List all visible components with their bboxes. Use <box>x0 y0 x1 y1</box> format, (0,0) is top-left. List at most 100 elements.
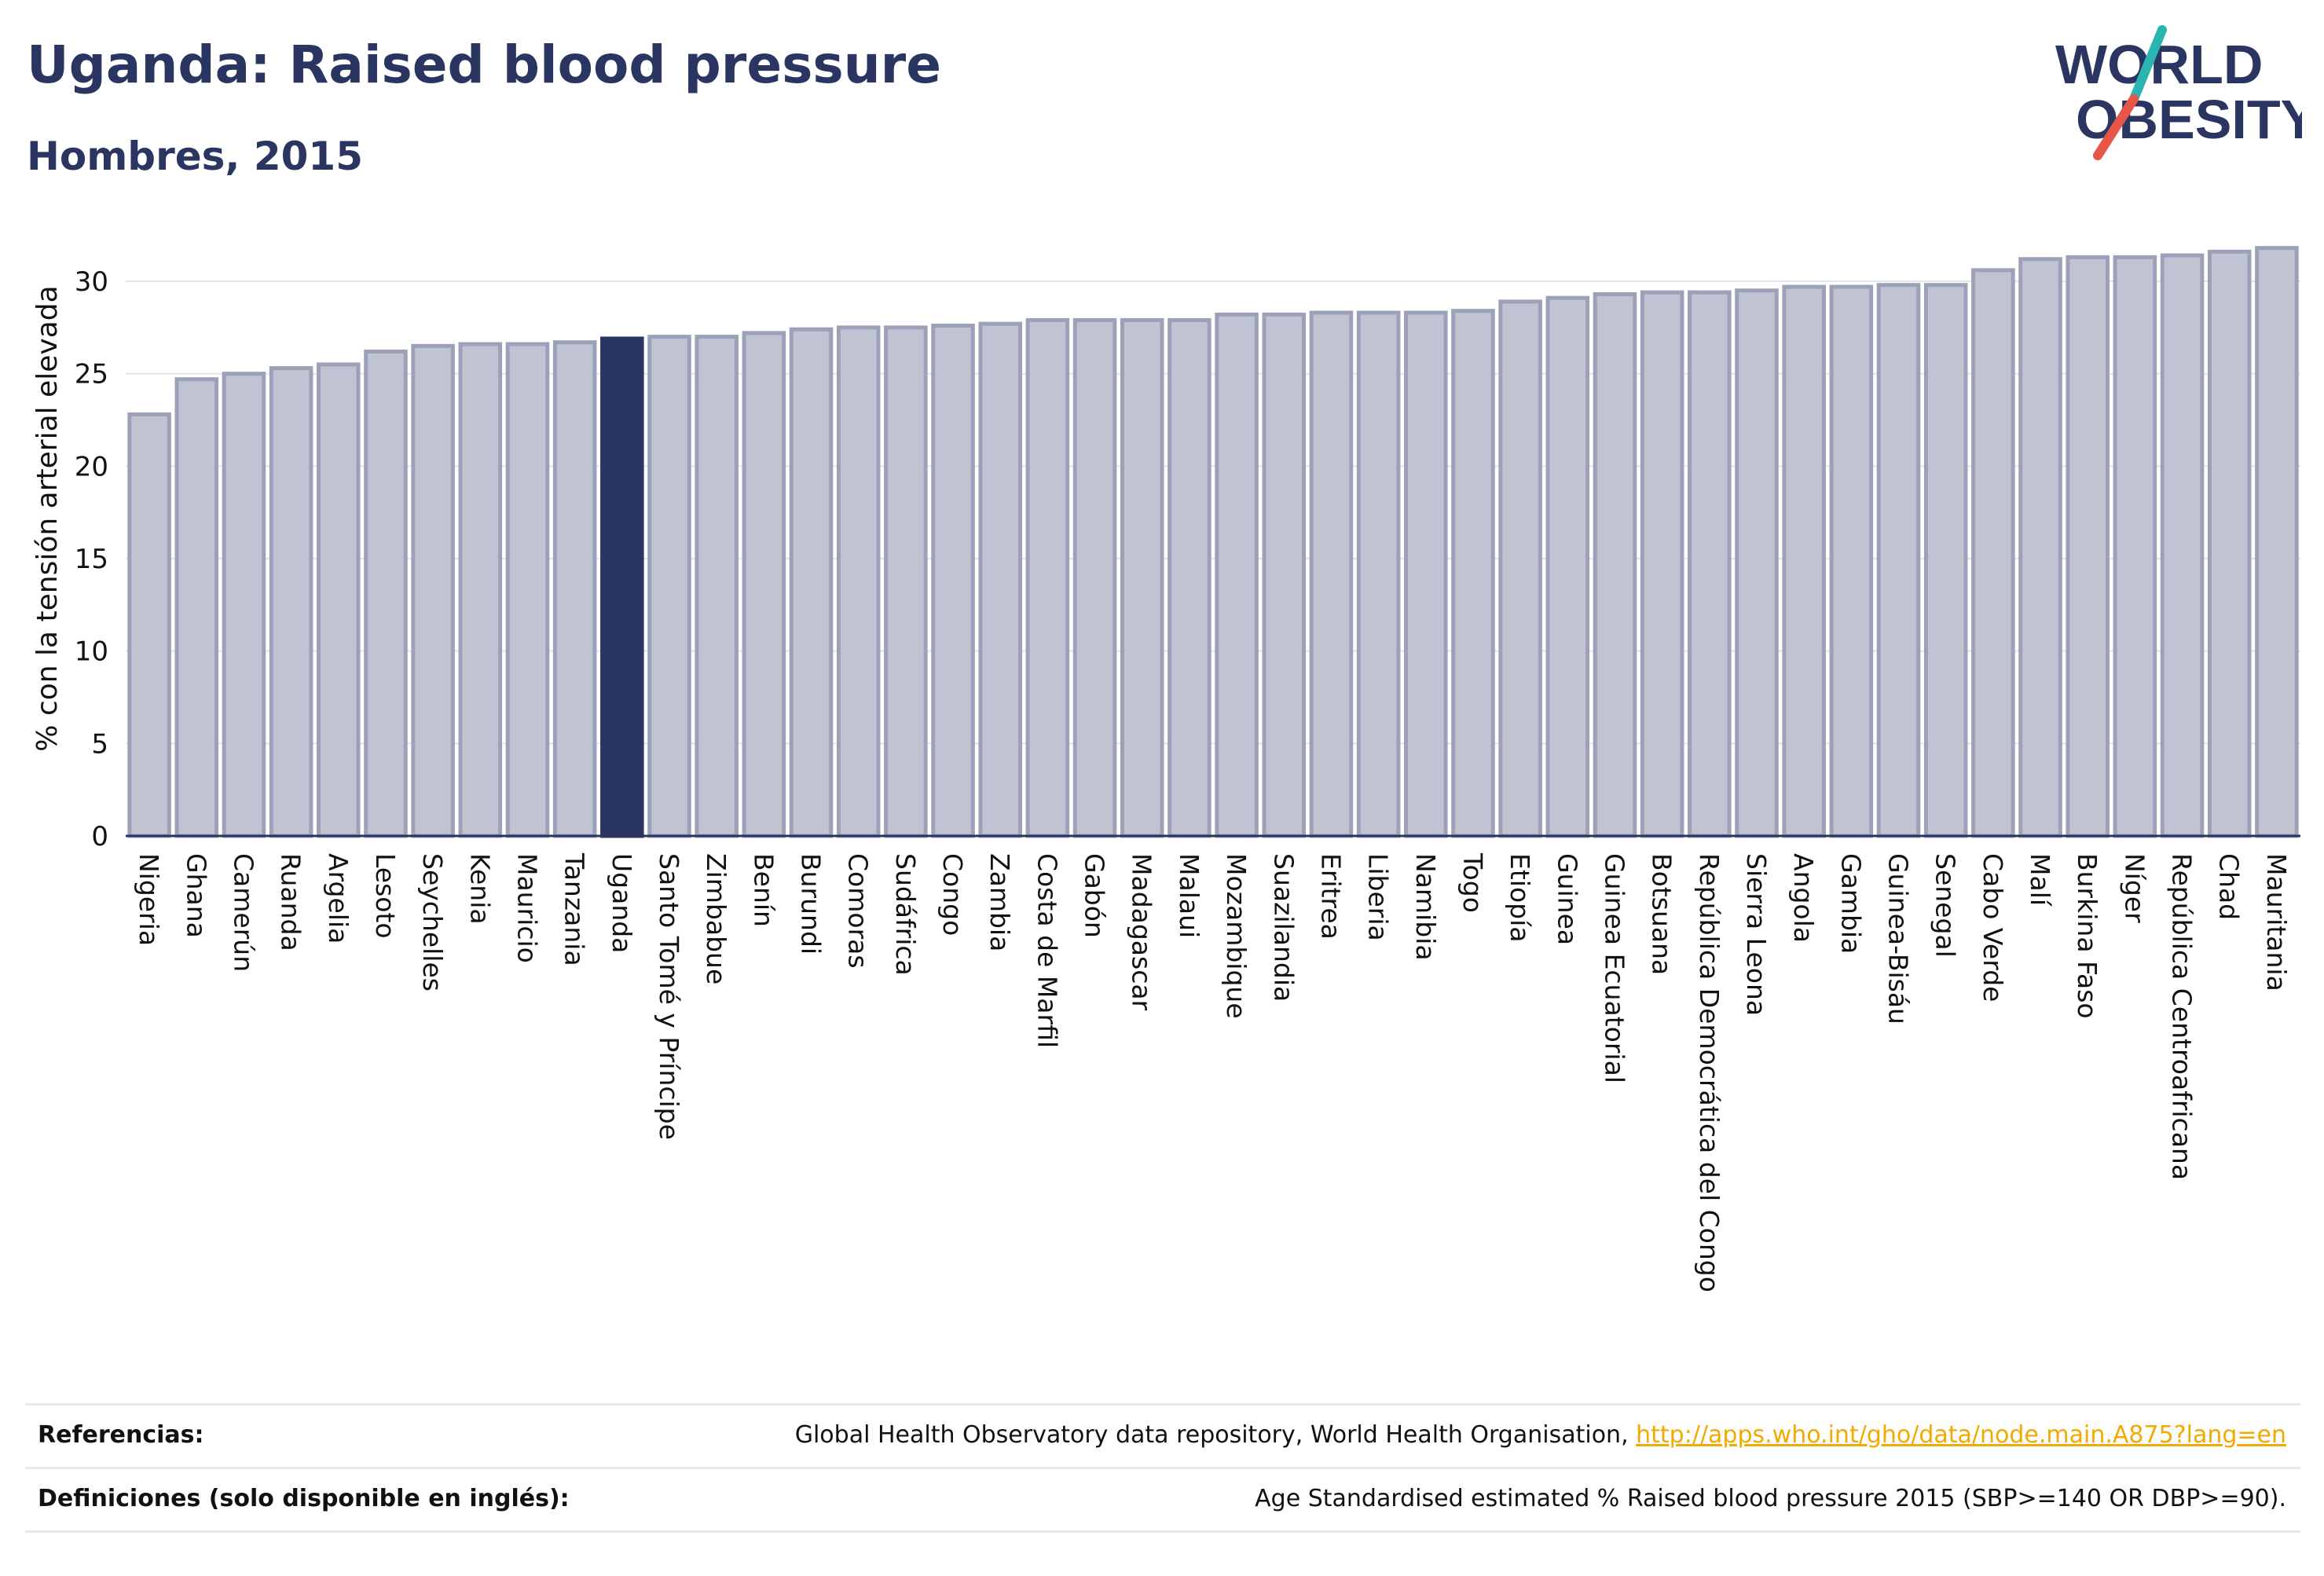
bar-35 <box>1782 284 1826 838</box>
x-tick-label: Senegal <box>1930 853 1961 958</box>
chart-subtitle: Hombres, 2015 <box>27 134 363 179</box>
y-tick-label: 20 <box>75 451 108 482</box>
x-tick-label: Kenia <box>464 853 495 925</box>
x-tick-label: Seychelles <box>417 853 448 991</box>
x-tick-label: Tanzania <box>559 852 590 966</box>
x-tick-label: Eritrea <box>1315 853 1346 940</box>
bar-37 <box>1876 283 1921 838</box>
bar-5 <box>364 349 408 838</box>
bar-26 <box>1356 310 1401 838</box>
x-tick-label: Chad <box>2214 853 2245 920</box>
x-tick-label: Cabo Verde <box>1978 853 2008 1002</box>
references-table: Referencias: Global Health Observatory d… <box>25 1403 2300 1533</box>
bar-19 <box>1025 317 1070 838</box>
chart-title: Uganda: Raised blood pressure <box>27 35 941 95</box>
x-tick-label: Malí <box>2025 853 2055 907</box>
x-tick-label: Sierra Leona <box>1741 853 1772 1016</box>
x-tick-label: Guinea <box>1552 853 1582 945</box>
logo-slash-teal <box>2129 25 2167 104</box>
bar-29 <box>1498 299 1542 838</box>
references-row: Referencias: Global Health Observatory d… <box>25 1403 2300 1467</box>
bar-39 <box>1971 268 2015 838</box>
x-tick-label: Mozambique <box>1221 853 1252 1019</box>
bar-31 <box>1593 291 1637 838</box>
y-tick-label: 25 <box>75 359 108 390</box>
bar-20 <box>1072 317 1117 838</box>
x-tick-label: Costa de Marfil <box>1032 853 1062 1048</box>
x-tick-label: Lesoto <box>370 853 401 939</box>
x-tick-label: Liberia <box>1363 853 1394 941</box>
references-text: Global Health Observatory data repositor… <box>794 1421 1637 1449</box>
x-tick-label: Níger <box>2119 853 2150 923</box>
bar-4 <box>317 362 361 838</box>
bar-25 <box>1309 310 1354 838</box>
x-tick-label: Botsuana <box>1647 853 1677 975</box>
bar-chart: 0 5 10 15 20 25 30 Nigeria Ghana Camerún Ruanda Arg… <box>31 246 2300 1292</box>
references-value: Global Health Observatory data repositor… <box>795 1421 2286 1449</box>
bar-21 <box>1120 317 1164 838</box>
bar-32 <box>1640 290 1684 838</box>
bar-41 <box>2066 255 2110 838</box>
references-label: Referencias: <box>38 1421 204 1449</box>
y-tick-label: 5 <box>91 728 108 760</box>
bars-layer <box>127 246 2299 838</box>
bar-7 <box>458 342 503 838</box>
bar-12 <box>695 335 739 838</box>
x-tick-label: Ghana <box>181 853 211 938</box>
bar-6 <box>411 343 455 838</box>
logo-line-2: OBESITY <box>2076 89 2302 150</box>
x-tick-label: Guinea Ecuatorial <box>1599 853 1629 1083</box>
x-tick-label: Namibia <box>1410 853 1441 961</box>
references-link[interactable]: http://apps.who.int/gho/data/node.main.A… <box>1636 1421 2286 1449</box>
x-tick-label: Etiopía <box>1505 853 1535 943</box>
bar-8 <box>505 342 550 838</box>
x-tick-label: Gabón <box>1080 853 1110 938</box>
bar-34 <box>1735 288 1779 838</box>
x-tick-label: Suazilandia <box>1268 853 1299 1002</box>
bar-14 <box>789 327 834 838</box>
bar-3 <box>269 366 313 838</box>
bar-45 <box>2255 246 2299 838</box>
x-tick-label: Zambia <box>984 853 1015 951</box>
bar-43 <box>2160 253 2205 838</box>
bar-1 <box>174 377 219 838</box>
x-tick-label: Angola <box>1788 853 1819 943</box>
x-tick-label: Santo Tomé y Príncipe <box>654 853 684 1140</box>
bar-18 <box>978 321 1022 838</box>
x-tick-label: Comoras <box>843 853 874 969</box>
x-tick-label: Burkina Faso <box>2072 853 2102 1019</box>
x-tick-label: Sudáfrica <box>890 853 921 976</box>
bar-2 <box>222 372 266 838</box>
y-tick-label: 10 <box>75 636 108 668</box>
x-tick-label: Malaui <box>1174 853 1204 938</box>
definitions-value: Age Standardised estimated % Raised bloo… <box>1255 1485 2286 1512</box>
x-tick-label: Mauritania <box>2261 853 2292 991</box>
bar-23 <box>1215 312 1259 838</box>
world-obesity-logo: WORLD OBESITY <box>2055 25 2302 160</box>
definitions-row: Definiciones (solo disponible en inglés)… <box>25 1467 2300 1533</box>
x-tick-label: Guinea-Bisáu <box>1883 853 1914 1024</box>
x-tick-label: Nigeria <box>134 853 164 946</box>
y-tick-label: 15 <box>75 544 108 575</box>
x-tick-label: Togo <box>1457 852 1488 913</box>
bar-40 <box>2018 257 2062 838</box>
bar-9 <box>552 340 597 838</box>
bar-0 <box>127 412 171 838</box>
x-tick-label: Zimbabue <box>701 853 731 984</box>
bar-16 <box>884 325 928 838</box>
definitions-label: Definiciones (solo disponible en inglés)… <box>38 1485 570 1512</box>
bar-28 <box>1451 309 1495 838</box>
x-tick-label: República Centroafricana <box>2167 853 2198 1180</box>
bar-11 <box>647 335 691 838</box>
bar-36 <box>1829 284 1874 838</box>
x-tick-label: Congo <box>937 853 968 936</box>
x-tick-label: República Democrática del Congo <box>1694 853 1725 1292</box>
x-tick-label: Madagascar <box>1127 853 1157 1011</box>
bar-30 <box>1545 295 1590 838</box>
bar-22 <box>1167 317 1211 838</box>
x-tick-label: Burundi <box>796 853 827 955</box>
axis-layer: 0 5 10 15 20 25 30 Nigeria Ghana Camerún Ruanda Arg… <box>75 266 2300 1292</box>
y-axis-label: % con la tensión arterial elevada <box>31 285 64 751</box>
bar-44 <box>2207 249 2252 838</box>
bar-33 <box>1688 290 1732 838</box>
